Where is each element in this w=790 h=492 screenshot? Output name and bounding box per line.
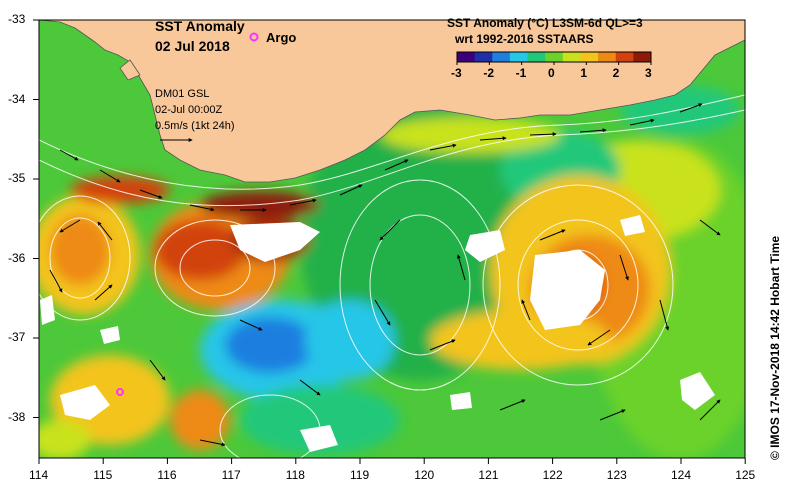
colorbar-tick-label: -2 [483,66,494,80]
argo-float-marker[interactable] [116,388,124,396]
colorbar-tick-label: -3 [451,66,462,80]
y-axis-label: -33 [8,12,26,26]
colorbar-title: SST Anomaly (°C) L3SM-6d QL>=3 [447,16,643,30]
y-axis-label: -38 [8,409,26,424]
glider-time: 02-Jul 00:00Z [155,104,223,116]
x-axis-label: 123 [606,468,627,482]
y-axis-label: -37 [8,330,26,344]
plot-frame [38,19,746,459]
x-axis-label: 120 [414,468,435,482]
sst-anomaly-field [39,20,745,458]
map-title: SST Anomaly [155,18,245,34]
y-axis-label: -36 [8,250,26,265]
colorbar-swatch [598,52,617,62]
cloud-gaps [40,215,715,452]
credit-text: © IMOS 17-Nov-2018 14:42 Hobart Time [768,235,782,460]
colorbar-swatch [615,52,634,62]
x-axis-label: 124 [671,468,692,482]
colorbar-swatch [562,52,581,62]
colorbar [456,51,652,65]
x-axis-ticks [38,458,746,464]
colorbar-swatch [492,52,511,62]
colorbar-swatch [527,52,546,62]
colorbar-swatch [633,52,652,62]
map-date: 02 Jul 2018 [155,38,230,54]
colorbar-tick-label: 2 [612,66,620,80]
x-axis-label: 114 [29,468,49,482]
scale-label: 0.5m/s (1kt 24h) [155,120,235,132]
x-axis-label: 116 [157,468,177,482]
colorbar-tick-label: 0 [548,66,555,80]
colorbar-tick-label: -1 [515,66,527,80]
colorbar-swatch [545,52,564,62]
y-axis-label: -35 [8,171,26,185]
ssh-contours [39,94,745,458]
colorbar-swatch [474,52,493,62]
glider-label: DM01 GSL [155,88,210,100]
y-axis-label: -34 [8,91,26,106]
colorbar-swatch [457,52,476,62]
colorbar-tick-label: 1 [580,66,588,80]
colorbar-tick-label: 3 [645,66,652,80]
colorbar-subtitle: wrt 1992-2016 SSTAARS [455,32,594,46]
argo-label: Argo [266,30,297,45]
colorbar-swatch [509,52,529,62]
x-axis-label: 118 [285,468,305,482]
argo-marker-legend [249,32,259,42]
x-axis-label: 122 [542,468,563,482]
colorbar-swatch [580,52,599,62]
y-axis-ticks [33,19,39,418]
x-axis-label: 119 [350,468,370,482]
x-axis-label: 121 [478,468,499,482]
x-axis-label: 115 [93,468,113,482]
x-axis-label: 125 [735,468,756,482]
current-vectors [49,103,721,447]
x-axis-label: 117 [221,468,241,482]
